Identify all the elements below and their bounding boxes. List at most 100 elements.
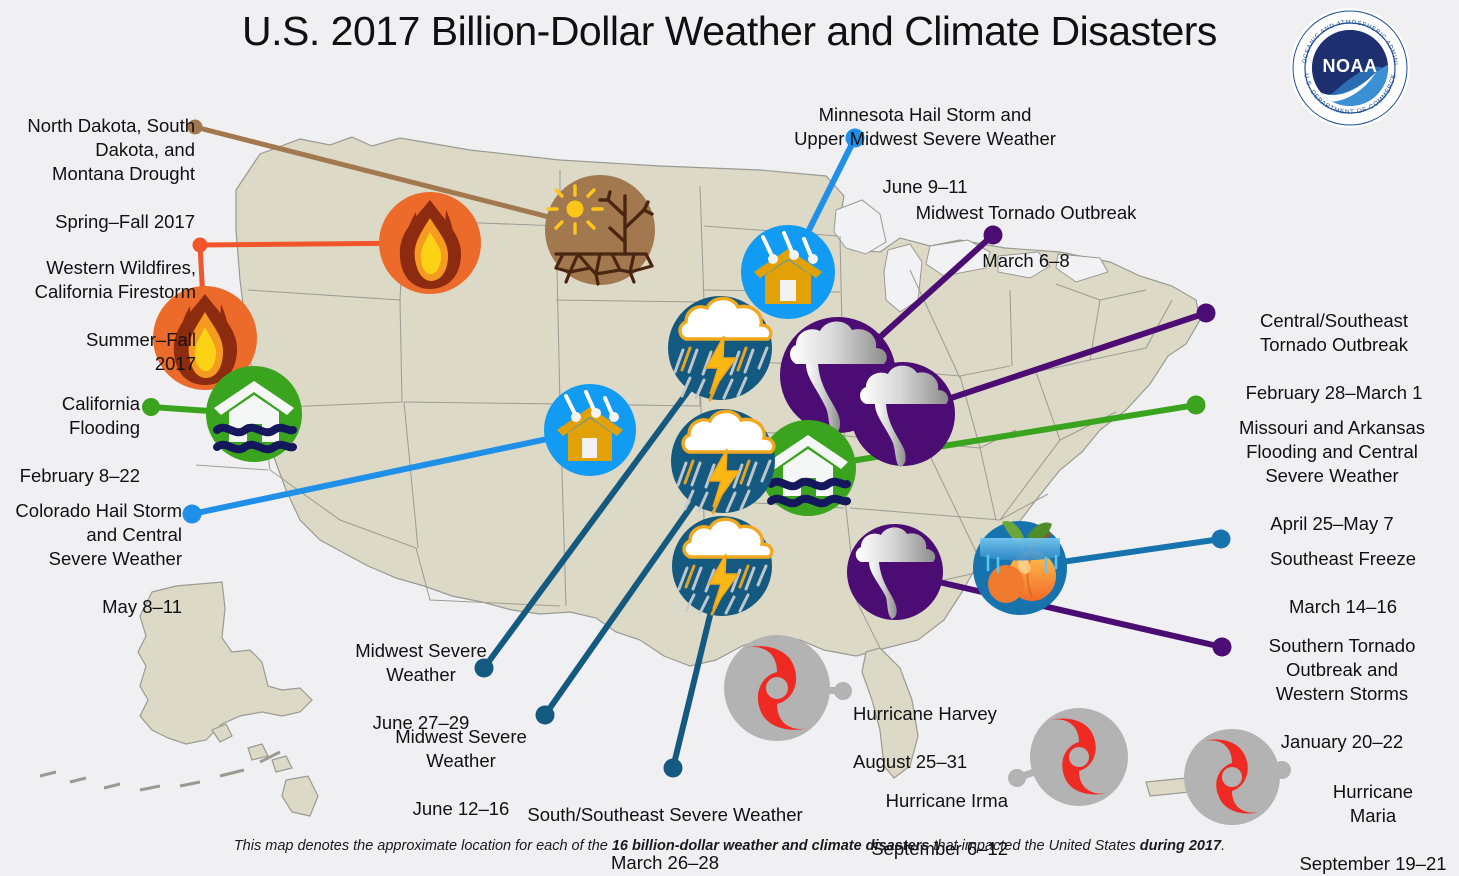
label-dates: February 8–22 <box>19 465 140 486</box>
florida-outline <box>861 647 919 779</box>
label-dates: March 6–8 <box>982 250 1070 271</box>
label-south-southeast-severe-weather[interactable]: South/Southeast Severe Weather March 26–… <box>498 779 832 875</box>
label-western-wildfires[interactable]: Western Wildfires, California Firestorm … <box>0 232 196 376</box>
label-dates: May 8–11 <box>102 596 182 617</box>
label-title: Southeast Freeze <box>1269 548 1417 569</box>
severe-weather-icon-june12[interactable] <box>671 409 776 515</box>
label-hurricane-maria[interactable]: Hurricane Maria September 19–21 <box>1290 756 1456 876</box>
label-title: Midwest Severe Weather <box>355 640 487 685</box>
hail-icon-colorado[interactable] <box>544 384 636 476</box>
label-nd-sd-mt-drought[interactable]: North Dakota, South Dakota, and Montana … <box>10 90 195 234</box>
noaa-logo: NOAA NATIONAL OCEANIC AND ATMOSPHERIC AD… <box>1285 1 1412 130</box>
label-title: Hurricane Irma <box>885 790 1008 811</box>
leader-dots <box>142 119 1291 787</box>
label-dates: April 25–May 7 <box>1270 513 1394 534</box>
label-midwest-tornado-outbreak[interactable]: Midwest Tornado Outbreak March 6–8 <box>880 177 1172 273</box>
label-title: Hurricane Harvey <box>853 703 997 724</box>
caption-pre: This map denotes the approximate locatio… <box>233 838 612 854</box>
dot-south-southeast-severe[interactable] <box>663 758 683 778</box>
flood-icon-missouri-arkansas[interactable] <box>760 420 856 516</box>
label-dates: September 6–12 <box>871 838 1008 859</box>
label-dates: June 9–11 <box>882 176 968 197</box>
drought-icon[interactable] <box>545 175 655 286</box>
label-title: California Flooding <box>61 393 140 438</box>
hail-icon-minnesota[interactable] <box>741 225 835 319</box>
dot-wildfire[interactable] <box>192 237 208 253</box>
label-hurricane-harvey[interactable]: Hurricane Harvey August 25–31 <box>853 678 1043 774</box>
caption-bold-2: during 2017 <box>1139 838 1222 854</box>
label-title: Western Wildfires, California Firestorm <box>34 257 196 302</box>
wildfire-icon[interactable] <box>379 192 481 294</box>
label-dates: Summer–Fall 2017 <box>86 329 196 374</box>
connector-missouri-arkansas-flooding <box>805 402 1199 471</box>
wildfire-icon-california[interactable] <box>153 286 257 390</box>
hurricane-icon-harvey[interactable] <box>724 635 830 741</box>
tornado-icon-central-southeast[interactable] <box>851 362 955 467</box>
noaa-acronym: NOAA <box>1323 56 1378 76</box>
hurricane-icon-maria[interactable] <box>1184 729 1280 825</box>
label-dates: January 20–22 <box>1280 731 1404 752</box>
connector-midwest-severe-june27 <box>481 345 723 671</box>
dot-midwest-severe-june27[interactable] <box>474 658 494 678</box>
label-title: Southern Tornado Outbreak and Western St… <box>1268 635 1416 704</box>
hurricane-icon-irma[interactable] <box>1030 708 1128 806</box>
connector-colorado-hail <box>189 427 593 517</box>
label-california-flooding[interactable]: California Flooding February 8–22 <box>0 368 140 488</box>
dot-minnesota-hail[interactable] <box>845 128 865 148</box>
dot-southern-tornado[interactable] <box>1212 637 1232 657</box>
label-title: Midwest Severe Weather <box>395 726 527 771</box>
label-midwest-severe-weather-june-27[interactable]: Midwest Severe Weather June 27–29 <box>330 615 512 735</box>
dot-missouri-arkansas-flooding[interactable] <box>1186 395 1206 415</box>
severe-weather-icon-march26[interactable] <box>672 516 774 616</box>
label-southeast-freeze[interactable]: Southeast Freeze March 14–16 <box>1232 523 1454 619</box>
dot-colorado-hail[interactable] <box>182 504 202 524</box>
caption-mid: that impacted the United States <box>929 838 1140 854</box>
label-dates: Spring–Fall 2017 <box>55 211 195 232</box>
label-southern-tornado-outbreak[interactable]: Southern Tornado Outbreak and Western St… <box>1228 610 1456 754</box>
dot-hurricane-harvey[interactable] <box>834 682 852 700</box>
label-dates: September 19–21 <box>1299 853 1447 874</box>
aleutian-islands <box>39 750 281 792</box>
flood-icon-california[interactable] <box>206 366 302 462</box>
tornado-icon-southern[interactable] <box>847 524 943 620</box>
freeze-icon[interactable] <box>973 520 1067 615</box>
severe-weather-icon-june27[interactable] <box>668 296 773 402</box>
dot-california-flooding[interactable] <box>142 398 160 416</box>
great-lakes <box>833 199 1109 313</box>
label-hurricane-irma[interactable]: Hurricane Irma September 6–12 <box>840 765 1008 861</box>
label-colorado-hail-storm[interactable]: Colorado Hail Storm and Central Severe W… <box>0 475 182 619</box>
label-missouri-arkansas-flooding[interactable]: Missouri and Arkansas Flooding and Centr… <box>1208 392 1456 536</box>
dot-midwest-severe-june12[interactable] <box>535 705 555 725</box>
connector-drought <box>192 124 603 233</box>
label-title: Midwest Tornado Outbreak <box>915 202 1137 223</box>
label-title: Colorado Hail Storm and Central Severe W… <box>15 500 182 569</box>
label-minnesota-hail-storm[interactable]: Minnesota Hail Storm and Upper Midwest S… <box>758 79 1092 199</box>
caption-end: . <box>1221 838 1226 854</box>
label-title: South/Southeast Severe Weather <box>527 804 803 825</box>
label-dates: March 14–16 <box>1289 596 1397 617</box>
label-dates: June 27–29 <box>372 712 470 733</box>
label-title: Hurricane Maria <box>1332 781 1414 826</box>
label-dates: February 28–March 1 <box>1245 382 1423 403</box>
dot-central-southeast-tornado[interactable] <box>1196 303 1216 323</box>
label-central-southeast-tornado-outbreak[interactable]: Central/Southeast Tornado Outbreak Febru… <box>1212 285 1456 405</box>
dot-hurricane-maria[interactable] <box>1273 761 1291 779</box>
connector-central-southeast-tornado <box>900 310 1209 417</box>
caption-bold-1: 16 billion-dollar weather and climate di… <box>611 838 930 854</box>
dot-drought[interactable] <box>187 119 203 135</box>
label-title: Missouri and Arkansas Flooding and Centr… <box>1238 417 1426 486</box>
map-caption: This map denotes the approximate locatio… <box>0 838 1459 854</box>
label-dates: June 12–16 <box>412 798 510 819</box>
label-midwest-severe-weather-june-12[interactable]: Midwest Severe Weather June 12–16 <box>370 701 552 821</box>
dot-hurricane-irma[interactable] <box>1008 769 1026 787</box>
hawaii-outline <box>211 723 319 817</box>
dot-southeast-freeze[interactable] <box>1211 529 1231 549</box>
dot-midwest-tornado[interactable] <box>983 225 1003 245</box>
puerto-rico-outline <box>1145 777 1191 797</box>
label-title: North Dakota, South Dakota, and Montana … <box>27 115 195 184</box>
label-dates: August 25–31 <box>853 751 968 772</box>
connector-southern-tornado <box>892 569 1225 650</box>
alaska-outline <box>137 581 313 745</box>
